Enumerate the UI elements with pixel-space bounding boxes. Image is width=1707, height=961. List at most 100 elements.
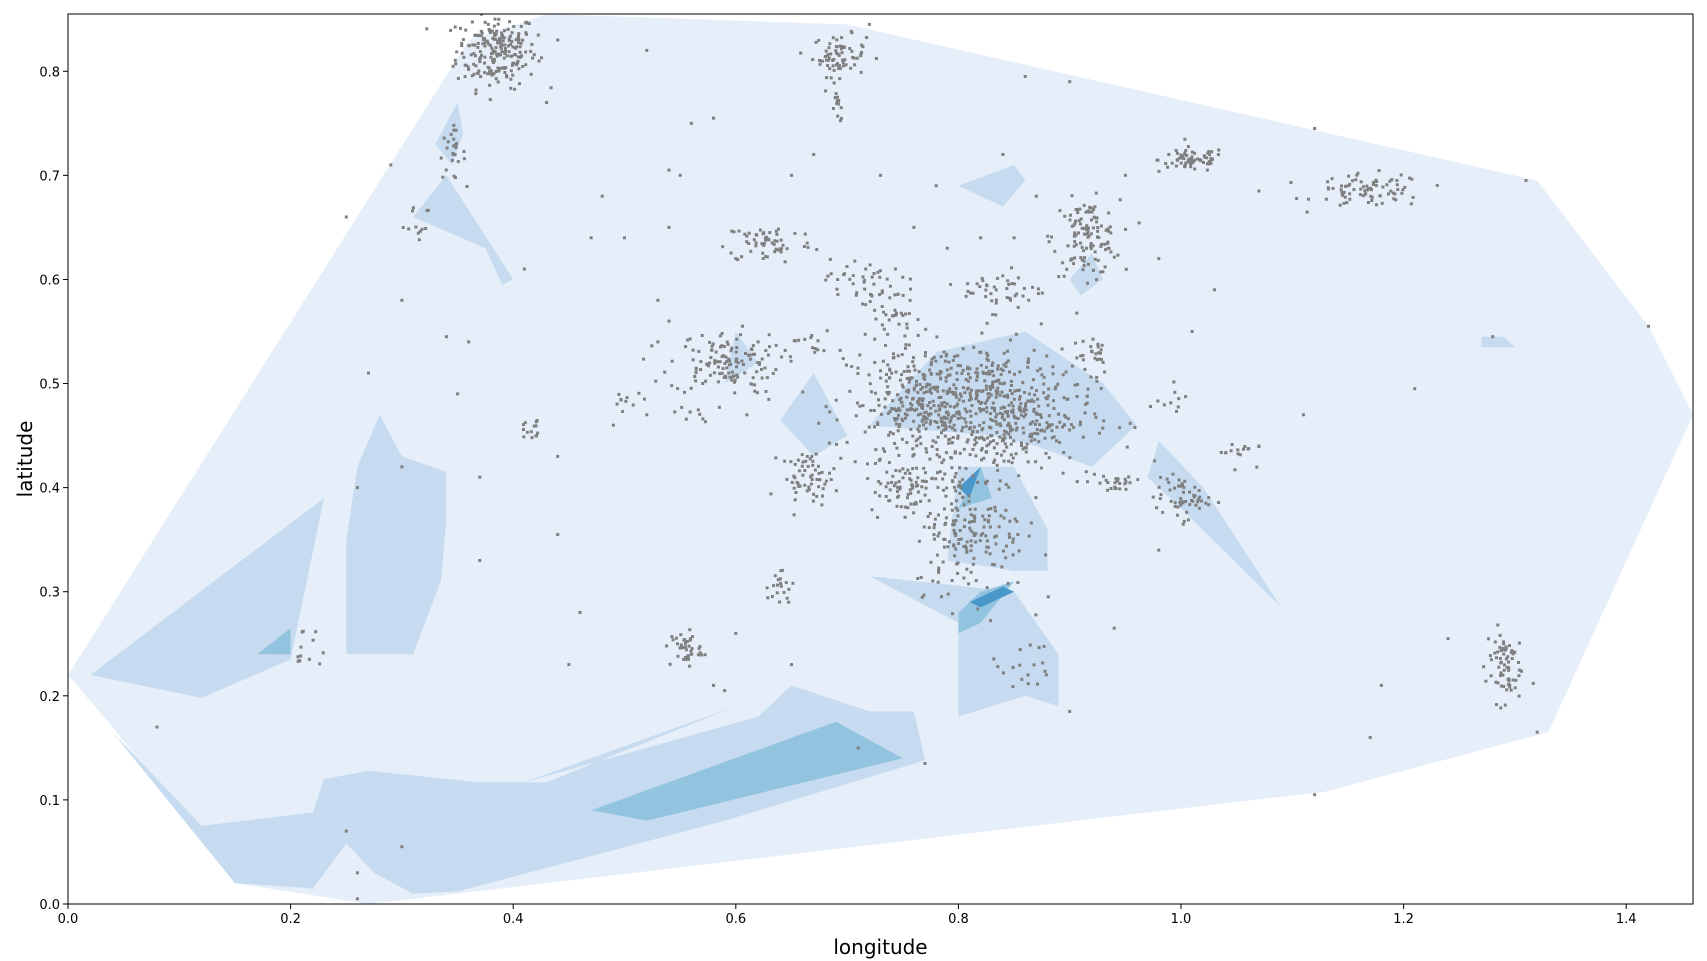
scatter-point	[853, 63, 857, 67]
scatter-point	[956, 561, 960, 565]
scatter-point	[872, 272, 876, 275]
scatter-point	[722, 345, 726, 348]
scatter-point	[826, 274, 830, 278]
scatter-point	[726, 342, 730, 346]
scatter-point	[926, 383, 929, 386]
scatter-point	[1035, 389, 1038, 393]
scatter-point	[979, 350, 983, 354]
scatter-point	[1103, 242, 1107, 246]
scatter-point	[997, 378, 1001, 382]
scatter-point	[505, 74, 508, 78]
scatter-point	[296, 659, 300, 663]
scatter-point	[734, 631, 738, 635]
scatter-point	[1482, 665, 1486, 669]
scatter-point	[1058, 440, 1061, 444]
scatter-point	[611, 423, 615, 427]
scatter-point	[1003, 429, 1007, 433]
scatter-point	[870, 508, 874, 512]
scatter-point	[1191, 499, 1195, 503]
scatter-point	[1011, 537, 1015, 541]
scatter-point	[1505, 665, 1509, 669]
scatter-point	[504, 50, 507, 53]
scatter-point	[900, 383, 904, 387]
scatter-point	[976, 480, 980, 484]
scatter-point	[1079, 217, 1083, 221]
scatter-point	[937, 404, 941, 408]
scatter-point	[876, 270, 880, 274]
scatter-point	[1391, 191, 1395, 195]
scatter-point	[950, 579, 954, 582]
scatter-point	[943, 405, 947, 409]
scatter-point	[810, 473, 814, 477]
scatter-point	[1034, 613, 1038, 617]
scatter-point	[765, 255, 769, 259]
scatter-point	[745, 240, 749, 244]
contour-level-2-region	[958, 164, 1026, 207]
scatter-point	[1395, 183, 1399, 187]
scatter-point	[740, 255, 744, 259]
scatter-point	[897, 406, 901, 410]
scatter-point	[1502, 642, 1506, 646]
scatter-point	[937, 396, 941, 399]
scatter-point	[631, 403, 635, 407]
scatter-point	[492, 72, 496, 76]
scatter-point	[1216, 153, 1220, 157]
scatter-point	[623, 236, 626, 240]
scatter-point	[1137, 221, 1141, 225]
scatter-point	[1012, 236, 1016, 240]
scatter-point	[942, 428, 945, 432]
scatter-point	[792, 486, 796, 490]
scatter-point	[996, 468, 1000, 472]
scatter-point	[951, 358, 955, 362]
scatter-point	[512, 25, 516, 28]
scatter-point	[823, 482, 827, 486]
scatter-point	[1001, 369, 1005, 372]
scatter-point	[716, 365, 720, 369]
scatter-point	[897, 494, 901, 498]
scatter-point	[355, 486, 359, 490]
scatter-point	[945, 389, 949, 393]
scatter-point	[1068, 709, 1072, 713]
scatter-point	[467, 340, 471, 344]
scatter-point	[975, 430, 979, 434]
scatter-point	[1036, 432, 1040, 436]
scatter-point	[1091, 226, 1095, 230]
scatter-point	[942, 400, 946, 404]
scatter-point	[1174, 164, 1178, 168]
scatter-point	[1243, 445, 1247, 448]
scatter-point	[298, 659, 302, 663]
contour-level-2-region	[780, 373, 848, 457]
scatter-point	[1173, 390, 1177, 394]
scatter-point	[1089, 244, 1093, 248]
scatter-point	[540, 56, 543, 60]
scatter-point	[974, 412, 978, 416]
scatter-point	[441, 175, 445, 179]
scatter-point	[524, 20, 528, 24]
scatter-point	[480, 14, 483, 16]
scatter-point	[985, 586, 989, 590]
scatter-point	[665, 644, 669, 648]
scatter-point	[529, 72, 533, 76]
scatter-point	[919, 442, 923, 446]
scatter-point	[478, 559, 482, 562]
scatter-point	[1194, 503, 1198, 507]
scatter-point	[676, 654, 680, 658]
scatter-point	[739, 333, 742, 337]
scatter-point	[913, 368, 917, 372]
scatter-point	[901, 467, 905, 471]
scatter-point	[835, 63, 838, 67]
scatter-point	[790, 663, 793, 667]
scatter-point	[1009, 409, 1013, 413]
contour-level-2-region	[1481, 336, 1515, 348]
scatter-point	[974, 579, 978, 583]
scatter-point	[645, 413, 649, 417]
scatter-point	[1507, 668, 1511, 672]
scatter-point	[1012, 439, 1016, 443]
scatter-point	[898, 485, 902, 489]
scatter-point	[705, 362, 709, 366]
scatter-point	[1505, 688, 1509, 692]
scatter-point	[1193, 485, 1197, 489]
scatter-point	[1324, 197, 1328, 201]
scatter-point	[948, 390, 952, 394]
scatter-point	[825, 76, 828, 80]
